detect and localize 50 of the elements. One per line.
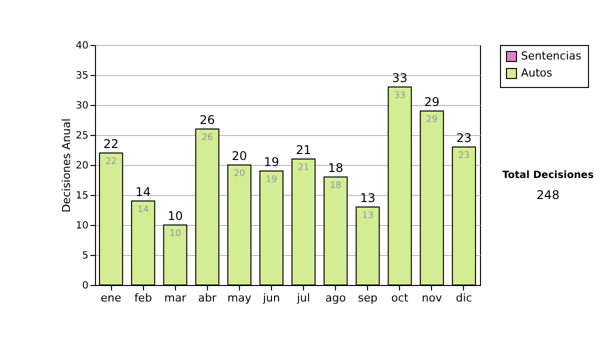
y-tick-label: 35: [76, 70, 88, 82]
total-label: 10: [168, 209, 183, 223]
x-tick-label: ago: [325, 292, 346, 304]
total-label: 20: [232, 149, 248, 163]
y-tick-label: 40: [76, 40, 88, 52]
total-label: 13: [360, 191, 376, 205]
y-tick-label: 20: [76, 160, 88, 172]
data-label: 10: [169, 229, 182, 239]
total-label: 22: [103, 137, 119, 151]
data-label: 14: [137, 205, 150, 215]
x-tick-label: jul: [296, 292, 310, 304]
x-tick-label: jun: [262, 292, 280, 304]
y-tick-label: 25: [76, 130, 88, 142]
data-label: 23: [458, 151, 470, 161]
y-tick-label: 0: [82, 280, 88, 292]
x-tick-label: dic: [456, 292, 472, 304]
y-tick-label: 10: [76, 220, 88, 232]
x-tick-label: abr: [198, 292, 217, 304]
total-label: 21: [296, 143, 312, 157]
data-label: 19: [266, 175, 278, 185]
data-label: 18: [330, 181, 342, 191]
total-label: 26: [200, 113, 215, 127]
y-tick-label: 15: [76, 190, 88, 202]
data-label: 22: [105, 157, 117, 167]
y-tick-label: 30: [76, 100, 88, 112]
y-tick-label: 5: [82, 250, 88, 262]
total-label: 33: [392, 71, 408, 85]
x-tick-label: mar: [164, 292, 187, 304]
data-label: 13: [362, 211, 374, 221]
text: 248: [536, 188, 560, 202]
y-axis-title: Decisiones Anual: [60, 118, 73, 213]
total-label: 14: [135, 185, 151, 199]
x-tick-label: may: [227, 292, 252, 304]
total-label: 19: [264, 155, 280, 169]
data-label: 26: [202, 133, 214, 143]
data-label: 20: [234, 169, 246, 179]
x-tick-label: ene: [100, 292, 122, 304]
text: Total Decisiones: [501, 170, 595, 181]
x-tick-label: nov: [422, 292, 442, 304]
x-tick-label: oct: [391, 292, 410, 304]
total-label: 29: [424, 95, 440, 109]
data-label: 33: [394, 91, 406, 101]
x-tick-label: sep: [358, 292, 378, 304]
data-label: 29: [426, 115, 438, 125]
legend-label: Sentencias: [521, 50, 582, 62]
total-label: 18: [328, 161, 344, 175]
legend-label: Autos: [521, 66, 553, 80]
total-label: 23: [456, 131, 472, 145]
data-label: 21: [298, 163, 310, 173]
x-tick-label: feb: [134, 292, 152, 304]
